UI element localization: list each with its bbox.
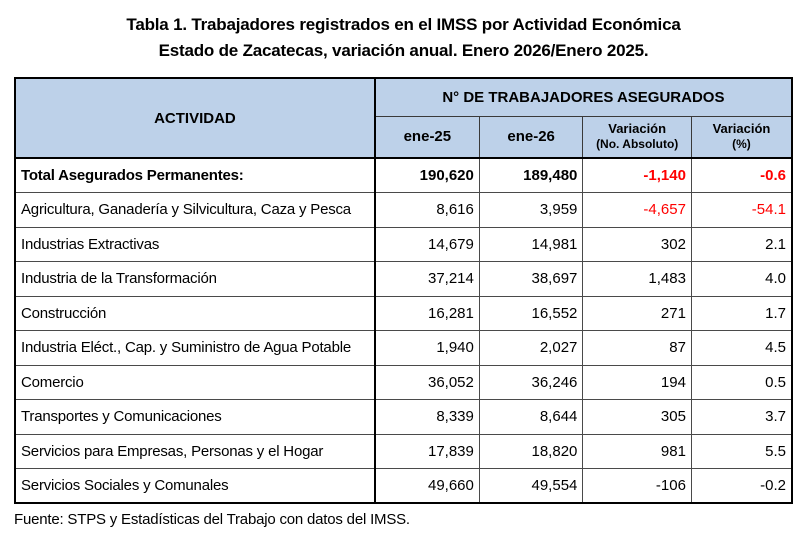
ene26-cell: 36,246 [478,364,584,400]
table-row-total: Total Asegurados Permanentes: 190,620 18… [14,157,793,193]
var-abs-cell: 194 [582,364,692,400]
table-title: Tabla 1. Trabajadores registrados en el … [0,0,807,64]
ene25-cell: 8,616 [374,192,480,228]
ene26-cell: 38,697 [478,261,584,297]
table-row-agricultura: Agricultura, Ganadería y Silvicultura, C… [14,192,793,228]
table-row-construccion: Construcción 16,281 16,552 271 1.7 [14,295,793,331]
title-line-1: Tabla 1. Trabajadores registrados en el … [126,15,681,34]
var-pct-cell: -0.6 [690,157,793,193]
column-header-variacion-absoluto: Variación (No. Absoluto) [582,115,692,159]
header-row-group: ACTIVIDAD N° DE TRABAJADORES ASEGURADOS [14,77,793,159]
ene25-cell: 49,660 [374,468,480,504]
source-note: Fuente: STPS y Estadísticas del Trabajo … [14,511,410,528]
ene26-cell: 189,480 [478,157,584,193]
var-pct-cell: 3.7 [690,399,793,435]
title-line-2: Estado de Zacatecas, variación anual. En… [158,41,649,60]
header-row-sub: ene-25 ene-26 Variación (No. Absoluto) V… [15,115,793,159]
column-header-actividad: ACTIVIDAD [14,77,376,159]
ene25-cell: 37,214 [374,261,480,297]
ene25-cell: 8,339 [374,399,480,435]
table-row-servicios-sociales: Servicios Sociales y Comunales 49,660 49… [14,468,793,504]
activity-cell: Servicios Sociales y Comunales [14,468,376,504]
ene25-cell: 17,839 [374,433,480,469]
var-abs-cell: 302 [582,226,692,262]
ene26-cell: 3,959 [478,192,584,228]
table-row-industrias-extractivas: Industrias Extractivas 14,679 14,981 302… [14,226,793,262]
variacion-pct-line1: Variación [712,121,771,137]
column-header-ene26: ene-26 [478,115,584,159]
table-row-transportes: Transportes y Comunicaciones 8,339 8,644… [14,399,793,435]
ene26-cell: 8,644 [478,399,584,435]
var-pct-cell: 1.7 [690,295,793,331]
ene26-cell: 16,552 [478,295,584,331]
variacion-abs-line1: Variación [608,121,667,137]
column-header-variacion-pct: Variación (%) [690,115,793,159]
table-row-servicios-empresas: Servicios para Empresas, Personas y el H… [14,433,793,469]
activity-cell: Construcción [14,295,376,331]
table-row-industria-electrica: Industria Eléct., Cap. y Suministro de A… [14,330,793,366]
var-abs-cell: 271 [582,295,692,331]
var-abs-cell: 1,483 [582,261,692,297]
var-abs-cell: 305 [582,399,692,435]
activity-cell: Comercio [14,364,376,400]
ene25-cell: 14,679 [374,226,480,262]
var-pct-cell: 5.5 [690,433,793,469]
ene25-cell: 1,940 [374,330,480,366]
ene25-cell: 16,281 [374,295,480,331]
ene26-cell: 18,820 [478,433,584,469]
ene26-cell: 49,554 [478,468,584,504]
workers-table: ACTIVIDAD N° DE TRABAJADORES ASEGURADOS … [14,77,793,504]
activity-cell: Industria Eléct., Cap. y Suministro de A… [14,330,376,366]
activity-cell: Agricultura, Ganadería y Silvicultura, C… [14,192,376,228]
variacion-pct-line2: (%) [732,137,751,152]
activity-cell: Servicios para Empresas, Personas y el H… [14,433,376,469]
var-pct-cell: 0.5 [690,364,793,400]
variacion-abs-line2: (No. Absoluto) [596,137,679,152]
ene25-cell: 190,620 [374,157,480,193]
var-abs-cell: -4,657 [582,192,692,228]
var-pct-cell: -54.1 [690,192,793,228]
ene26-cell: 14,981 [478,226,584,262]
var-pct-cell: 4.0 [690,261,793,297]
var-abs-cell: -106 [582,468,692,504]
var-pct-cell: -0.2 [690,468,793,504]
var-abs-cell: 981 [582,433,692,469]
activity-cell: Industrias Extractivas [14,226,376,262]
column-group-header: N° DE TRABAJADORES ASEGURADOS [374,77,793,117]
var-pct-cell: 2.1 [690,226,793,262]
activity-cell: Transportes y Comunicaciones [14,399,376,435]
table-row-comercio: Comercio 36,052 36,246 194 0.5 [14,364,793,400]
column-header-ene25: ene-25 [374,115,480,159]
var-abs-cell: -1,140 [582,157,692,193]
ene26-cell: 2,027 [478,330,584,366]
table-row-transformacion: Industria de la Transformación 37,214 38… [14,261,793,297]
activity-cell: Industria de la Transformación [14,261,376,297]
activity-cell: Total Asegurados Permanentes: [14,157,376,193]
var-pct-cell: 4.5 [690,330,793,366]
var-abs-cell: 87 [582,330,692,366]
ene25-cell: 36,052 [374,364,480,400]
